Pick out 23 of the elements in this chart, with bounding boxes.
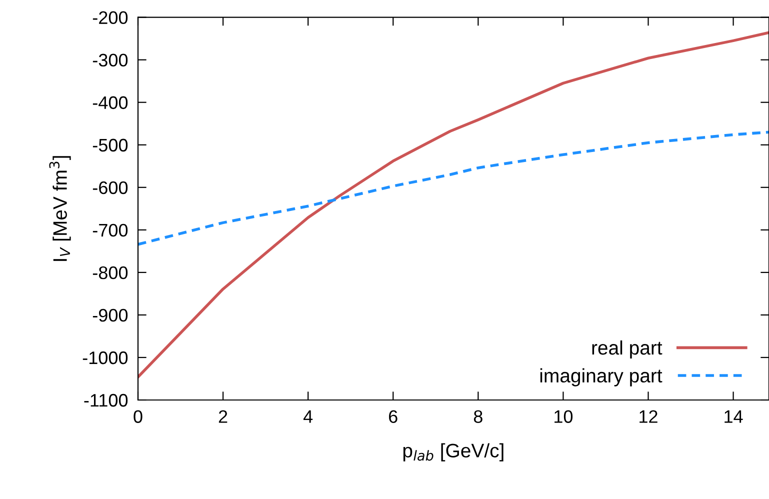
y-tick-label: -300 [92,54,128,67]
y-tick-label: -600 [92,181,128,194]
y-axis-title: I$_{V}$ [MeV fm$^{3}$] [49,156,71,261]
y-tick-label: -700 [92,224,128,237]
x-tick-label: 0 [134,410,142,423]
y-tick-label: -500 [92,138,128,152]
x-axis-title: p$_{lab}$ [GeV/c] [403,443,504,462]
y-tick-label: -1100 [84,394,128,407]
x-tick-label: 12 [640,410,658,423]
y-tick-label: -900 [92,308,128,322]
x-tick-label: 2 [218,410,228,423]
legend-label: imaginary part [540,368,662,386]
x-tick-label: 8 [474,410,482,423]
y-tick-label: -200 [92,11,128,24]
x-tick-label: 4 [303,410,313,423]
line-series [138,130,769,246]
legend-label: real part [592,340,662,359]
y-tick-label: -400 [92,96,128,110]
y-tick-label: -800 [92,266,128,280]
y-tick-label: -1000 [82,351,128,364]
x-tick-label: 14 [724,410,743,423]
x-tick-label: 6 [389,410,398,423]
x-tick-label: 10 [554,410,573,423]
